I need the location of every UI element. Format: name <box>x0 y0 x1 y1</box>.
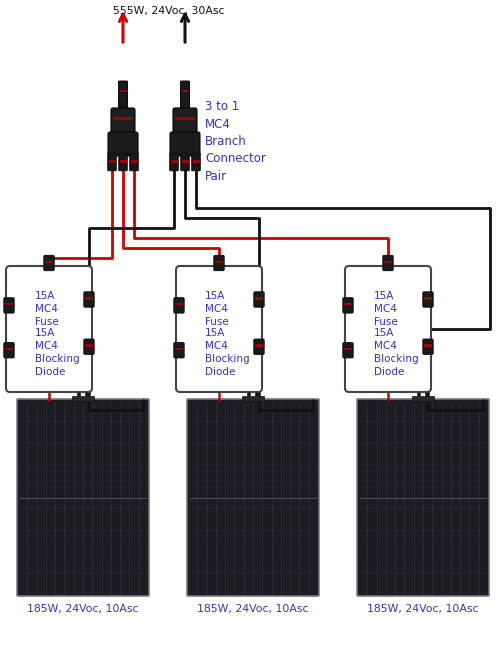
FancyBboxPatch shape <box>254 291 264 307</box>
Text: 555W, 24Voc, 30Asc: 555W, 24Voc, 30Asc <box>113 6 224 16</box>
FancyBboxPatch shape <box>6 266 92 392</box>
FancyBboxPatch shape <box>181 153 190 171</box>
Text: 185W, 24Voc, 10Asc: 185W, 24Voc, 10Asc <box>197 604 309 614</box>
Bar <box>113 117 133 120</box>
FancyBboxPatch shape <box>214 255 224 271</box>
FancyBboxPatch shape <box>343 343 353 358</box>
Circle shape <box>425 392 429 396</box>
FancyBboxPatch shape <box>173 108 197 134</box>
FancyBboxPatch shape <box>170 132 200 156</box>
Bar <box>424 344 432 346</box>
Circle shape <box>85 392 89 396</box>
FancyBboxPatch shape <box>84 339 94 354</box>
Bar <box>85 297 93 299</box>
Bar <box>72 396 94 401</box>
FancyBboxPatch shape <box>17 399 149 596</box>
Bar <box>255 344 263 346</box>
FancyBboxPatch shape <box>423 291 433 307</box>
FancyBboxPatch shape <box>118 81 128 111</box>
Text: 3 to 1
MC4
Branch
Connector
Pair: 3 to 1 MC4 Branch Connector Pair <box>205 100 266 183</box>
Bar <box>344 348 352 350</box>
FancyBboxPatch shape <box>119 153 128 171</box>
FancyBboxPatch shape <box>174 343 184 358</box>
FancyBboxPatch shape <box>4 298 14 313</box>
Bar <box>181 160 188 163</box>
FancyBboxPatch shape <box>343 298 353 313</box>
FancyBboxPatch shape <box>130 153 138 171</box>
Text: 15A
MC4
Blocking
Diode: 15A MC4 Blocking Diode <box>374 328 419 377</box>
Bar <box>255 297 263 299</box>
FancyBboxPatch shape <box>192 153 200 171</box>
FancyBboxPatch shape <box>180 81 190 111</box>
Bar <box>119 160 127 163</box>
FancyBboxPatch shape <box>174 298 184 313</box>
FancyBboxPatch shape <box>383 255 393 271</box>
Bar <box>170 160 177 163</box>
FancyBboxPatch shape <box>423 339 433 354</box>
FancyBboxPatch shape <box>84 291 94 307</box>
Bar <box>45 261 53 263</box>
Text: 15A
MC4
Blocking
Diode: 15A MC4 Blocking Diode <box>35 328 80 377</box>
Bar <box>242 396 264 401</box>
Text: 15A
MC4
Fuse: 15A MC4 Fuse <box>205 291 229 327</box>
Bar <box>412 396 434 401</box>
Circle shape <box>247 392 251 396</box>
FancyBboxPatch shape <box>357 399 489 596</box>
FancyBboxPatch shape <box>345 266 431 392</box>
Bar <box>384 261 392 263</box>
Circle shape <box>255 392 259 396</box>
Circle shape <box>417 392 421 396</box>
Bar <box>85 344 93 346</box>
Bar <box>175 348 183 350</box>
Bar <box>175 117 195 120</box>
Bar <box>424 297 432 299</box>
FancyBboxPatch shape <box>111 108 135 134</box>
FancyBboxPatch shape <box>254 339 264 354</box>
Bar <box>108 160 115 163</box>
Text: 15A
MC4
Fuse: 15A MC4 Fuse <box>35 291 58 327</box>
Bar <box>5 348 13 350</box>
Text: 15A
MC4
Blocking
Diode: 15A MC4 Blocking Diode <box>205 328 249 377</box>
Bar <box>344 303 352 305</box>
Bar <box>181 90 188 92</box>
FancyBboxPatch shape <box>170 153 178 171</box>
Text: 185W, 24Voc, 10Asc: 185W, 24Voc, 10Asc <box>27 604 139 614</box>
Text: 185W, 24Voc, 10Asc: 185W, 24Voc, 10Asc <box>367 604 479 614</box>
Bar <box>119 90 127 92</box>
FancyBboxPatch shape <box>4 343 14 358</box>
Bar <box>175 303 183 305</box>
FancyBboxPatch shape <box>44 255 54 271</box>
FancyBboxPatch shape <box>187 399 319 596</box>
Text: 15A
MC4
Fuse: 15A MC4 Fuse <box>374 291 398 327</box>
Circle shape <box>77 392 81 396</box>
Bar <box>215 261 223 263</box>
Bar <box>5 303 13 305</box>
FancyBboxPatch shape <box>176 266 262 392</box>
Bar <box>193 160 200 163</box>
FancyBboxPatch shape <box>108 132 138 156</box>
Bar <box>131 160 138 163</box>
FancyBboxPatch shape <box>108 153 116 171</box>
